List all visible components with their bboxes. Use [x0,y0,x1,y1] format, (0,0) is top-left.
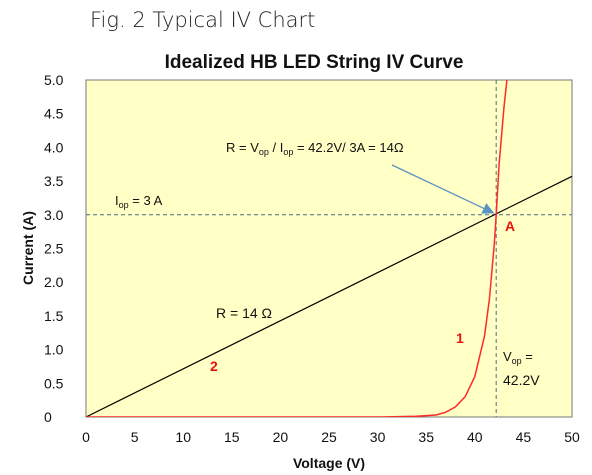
resistance-label: R = 14 Ω [216,305,272,321]
formula-arrow [391,164,495,214]
iop-rest: = 3 A [129,193,163,208]
formula-sub-2: op [283,147,293,157]
formula-sub-1: op [259,147,269,157]
y-tick-label: 0 [44,409,52,425]
formula-part-2: / I [269,140,283,155]
vop-annotation-line1: Vop = [503,349,533,366]
y-tick-label: 2.5 [44,241,64,257]
led-curve-label: 1 [456,330,464,346]
x-tick-label: 15 [224,429,240,445]
reference-lines [86,80,572,417]
x-tick-label: 40 [467,429,483,445]
x-tick-label: 45 [516,429,532,445]
x-tick-label: 5 [131,429,139,445]
vop-main: V [503,349,512,364]
iop-main: I [115,193,119,208]
x-tick-label: 20 [273,429,289,445]
y-tick-label: 4.0 [44,139,64,155]
x-tick-label: 35 [418,429,434,445]
y-tick-label: 1.5 [44,308,64,324]
vop-annotation-line2: 42.2V [503,372,540,388]
linear-line-label: 2 [210,358,218,374]
annotations: Iop = 3 AR = Vop / Iop = 42.2V/ 3A = 14Ω… [115,140,540,388]
y-tick-label: 4.5 [44,106,64,122]
operating-point-label: A [505,218,515,234]
y-tick-label: 1.0 [44,342,64,358]
x-tick-label: 50 [564,429,580,445]
formula-part-1: R = V [226,140,259,155]
y-tick-label: 5.0 [44,72,64,88]
figure-caption: Fig. 2 Typical IV Chart [90,8,316,32]
y-tick-label: 2.0 [44,274,64,290]
y-tick-label: 3.5 [44,173,64,189]
x-tick-label: 0 [82,429,90,445]
series-line-led [86,80,508,417]
resistance-formula: R = Vop / Iop = 42.2V/ 3A = 14Ω [226,140,404,157]
y-axis-title: Current (A) [20,211,36,285]
plot-area [85,79,573,418]
axis-ticks: 0 5 10 15 20 25 30 35 40 45 50 0 0.5 1.0 1.5 2.0 2.5 3.0 3… [44,72,580,445]
y-tick-label: 0.5 [44,375,64,391]
formula-part-3: = 42.2V/ 3A = 14Ω [293,140,403,155]
y-tick-label: 3.0 [44,207,64,223]
iop-annotation: Iop = 3 A [115,193,163,210]
vop-sub: op [512,356,522,366]
chart-title: Idealized HB LED String IV Curve [165,52,464,73]
x-tick-label: 25 [321,429,337,445]
series-group [86,80,572,417]
vop-rest: = [522,349,533,364]
iop-sub: op [119,200,129,210]
x-tick-label: 30 [370,429,386,445]
x-axis-title: Voltage (V) [293,455,365,471]
x-tick-label: 10 [175,429,191,445]
series-line-linear [86,175,572,417]
